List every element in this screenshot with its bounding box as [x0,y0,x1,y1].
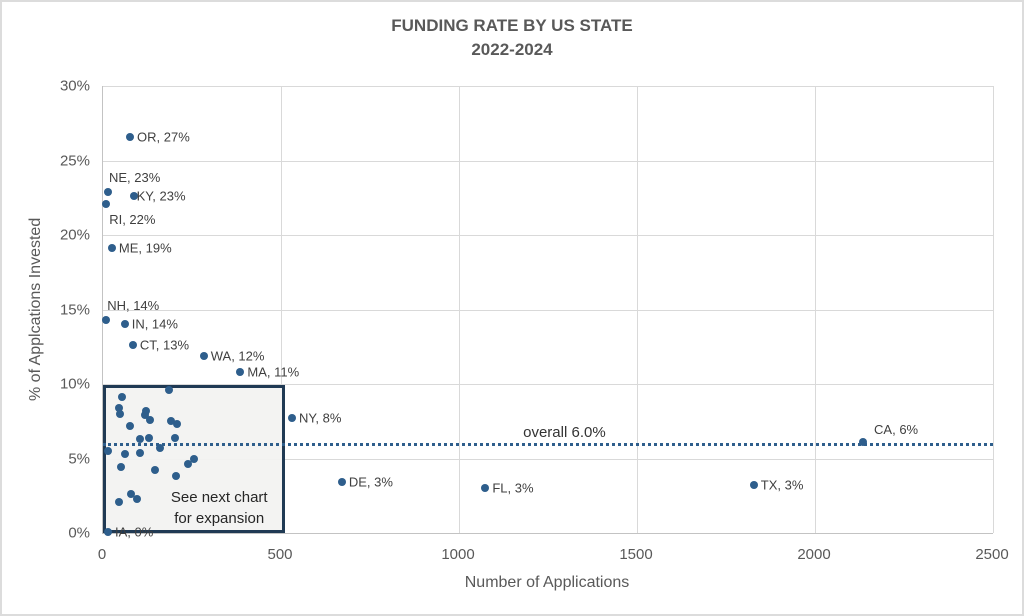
vertical-gridline [993,86,994,533]
data-label-ca: CA, 6% [874,422,919,438]
chart-title: FUNDING RATE BY US STATE [391,16,633,35]
x-tick-label: 2000 [797,546,831,563]
data-point-ny [288,414,297,423]
data-label-or: OR, 27% [137,129,190,145]
data-point-wa [199,351,208,360]
x-axis-title: Number of Applications [464,574,630,591]
horizontal-gridline [103,458,993,460]
expansion-box-caption-line: for expansion [174,509,265,527]
data-point [144,433,153,442]
horizontal-gridline [103,160,993,162]
overall-rate-line [103,442,993,446]
horizontal-gridline [103,235,993,236]
data-point [142,406,151,415]
y-tick-label: 15% [59,301,90,318]
data-point [172,472,181,481]
data-point-tx [749,481,758,490]
data-point-ma [236,368,245,377]
data-point [150,466,159,475]
data-point-fl [481,484,490,493]
data-point-ct [128,341,137,350]
chart-subtitle: 2022-2024 [471,40,553,59]
y-axis-title: % of Applcations Invested [27,217,44,402]
data-label-de: DE, 3% [348,474,393,490]
x-tick-label: 1000 [441,546,475,563]
data-point [115,403,124,412]
data-point [133,494,142,503]
data-label-tx: TX, 3% [760,477,804,493]
data-point [103,447,112,456]
data-point-me [107,244,116,253]
data-point [135,435,144,444]
data-point [145,415,154,424]
data-point-ca [859,438,868,447]
data-point-ne [103,187,112,196]
data-label-in: IN, 14% [131,316,178,332]
y-tick-label: 30% [59,77,90,95]
horizontal-gridline [103,309,993,311]
y-tick-label: 10% [59,375,90,393]
data-point-de [337,478,346,487]
data-point-or [126,132,135,141]
data-point [184,460,193,469]
data-label-ny: NY, 8% [299,410,342,426]
overall-rate-label: overall 6.0% [523,423,606,441]
data-label-ma: MA, 11% [247,364,300,380]
data-point [117,393,126,402]
y-tick-label: 0% [68,524,90,542]
y-tick-label: 5% [68,450,90,467]
y-tick-label: 25% [59,152,90,169]
horizontal-gridline [103,86,993,87]
data-point [125,421,134,430]
data-point-in [120,320,129,329]
data-label-nh: NH, 14% [107,297,160,313]
data-point [190,454,199,463]
data-point-ri [102,199,111,208]
data-label-fl: FL, 3% [492,480,534,496]
data-label-ct: CT, 13% [139,337,190,353]
horizontal-gridline [103,384,993,385]
data-label-wa: WA, 12% [210,348,265,364]
data-point-nh [102,315,111,324]
expansion-box-caption-line: See next chart [170,488,268,506]
data-label-ky: KY, 23% [136,188,186,204]
data-point [120,450,129,459]
data-label-ri: RI, 22% [109,211,156,227]
expansion-box-caption: See next chart for expansion [159,487,280,529]
data-point [171,433,180,442]
data-point [173,420,182,429]
data-point [140,411,149,420]
data-point [155,444,164,453]
data-point [115,409,124,418]
data-point [166,417,175,426]
x-tick-label: 2500 [975,546,1009,563]
data-label-me: ME, 19% [118,240,172,256]
x-tick-label: 1500 [619,546,653,563]
data-point [127,490,136,499]
data-point [116,463,125,472]
data-point [164,385,173,394]
x-tick-label: 0 [97,546,107,563]
data-point-ia [103,527,112,536]
x-tick-label: 500 [267,546,293,563]
data-point-ky [129,192,138,201]
data-point [135,448,144,457]
y-tick-label: 20% [59,226,90,244]
data-label-ne: NE, 23% [108,169,161,185]
data-label-ia: IA, 0% [114,524,154,539]
data-point [114,497,123,506]
plot-area: See next chart for expansion overall 6.0% O… [102,86,994,539]
